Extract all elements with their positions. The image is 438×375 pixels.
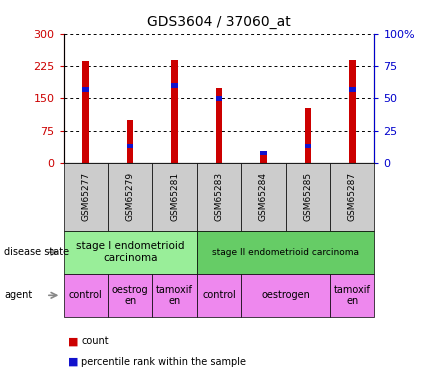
Text: ■: ■ (68, 336, 78, 346)
Bar (349, 60, 356, 163)
Bar (215, 88, 223, 163)
Text: GSM65287: GSM65287 (348, 172, 357, 221)
Text: GSM65285: GSM65285 (304, 172, 312, 221)
Bar (260, 151, 267, 155)
Text: GSM65284: GSM65284 (259, 172, 268, 221)
Text: percentile rank within the sample: percentile rank within the sample (81, 357, 246, 367)
Bar (171, 83, 178, 88)
Bar (82, 87, 89, 92)
Text: disease state: disease state (4, 247, 70, 257)
Bar (304, 144, 311, 148)
Bar (127, 120, 134, 163)
Text: control: control (202, 290, 236, 300)
Text: count: count (81, 336, 109, 346)
Bar (127, 144, 134, 148)
Bar (82, 61, 89, 163)
Text: GSM65277: GSM65277 (81, 172, 90, 221)
Bar (304, 108, 311, 163)
Text: GSM65281: GSM65281 (170, 172, 179, 221)
Bar (349, 87, 356, 92)
Text: control: control (69, 290, 102, 300)
Text: oestrog
en: oestrog en (112, 285, 148, 306)
Text: stage I endometrioid
carcinoma: stage I endometrioid carcinoma (76, 242, 184, 263)
Bar (215, 96, 223, 100)
Text: tamoxif
en: tamoxif en (156, 285, 193, 306)
Text: ■: ■ (68, 357, 78, 367)
Text: agent: agent (4, 290, 32, 300)
Text: tamoxif
en: tamoxif en (334, 285, 371, 306)
Text: GSM65283: GSM65283 (215, 172, 223, 221)
Bar (171, 60, 178, 163)
Text: GSM65279: GSM65279 (126, 172, 134, 221)
Text: stage II endometrioid carcinoma: stage II endometrioid carcinoma (212, 248, 359, 256)
Text: oestrogen: oestrogen (261, 290, 310, 300)
Text: GDS3604 / 37060_at: GDS3604 / 37060_at (147, 15, 291, 29)
Bar (260, 151, 267, 163)
